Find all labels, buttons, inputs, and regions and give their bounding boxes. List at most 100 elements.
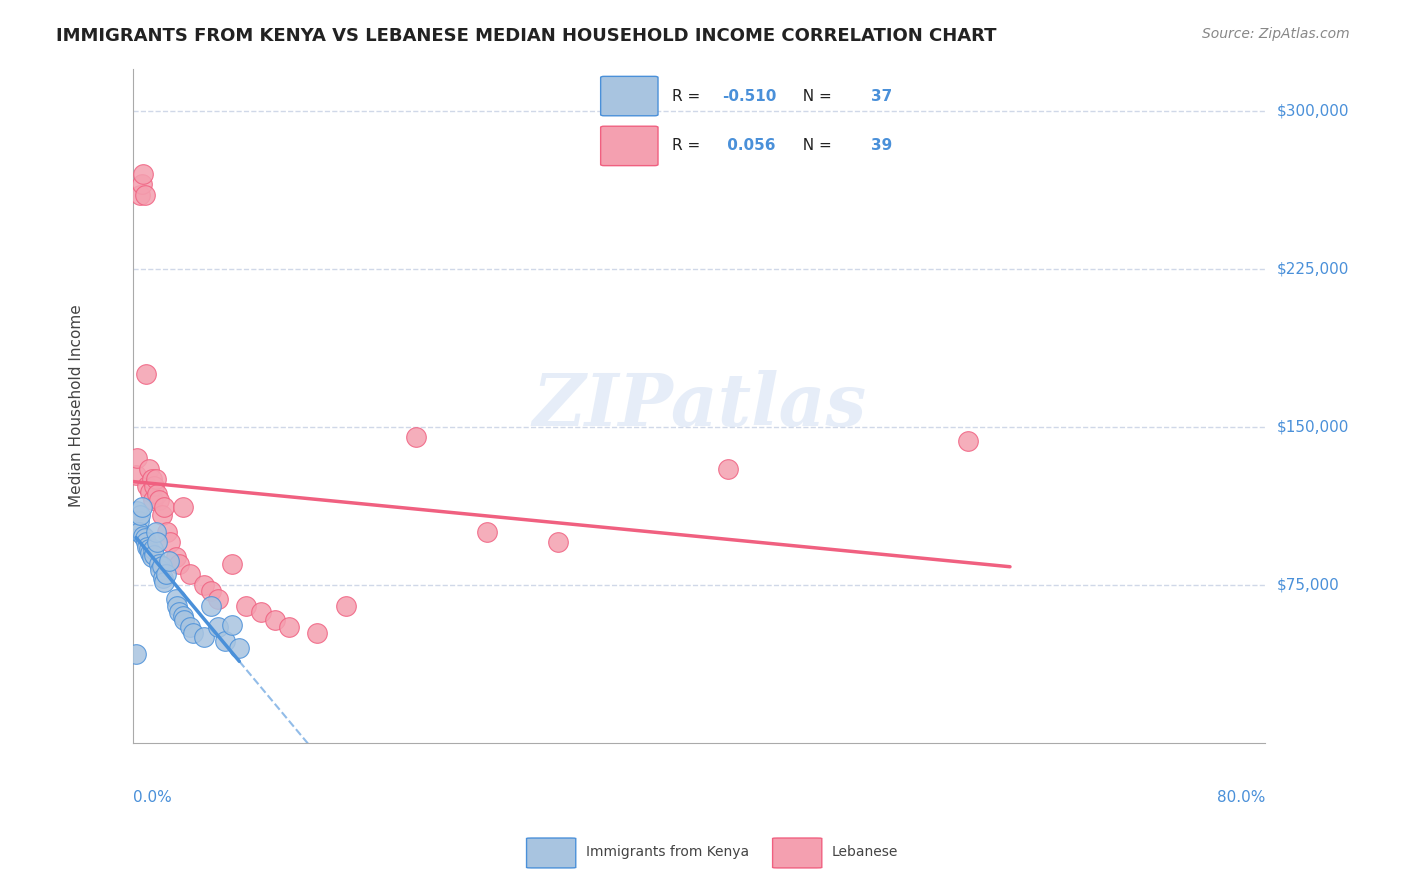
Point (167, 557, 190, 571)
Text: 0.0%: 0.0% (134, 789, 172, 805)
Point (277, 620, 299, 634)
Point (125, 468, 148, 483)
Point (134, 531, 156, 545)
Point (136, 478, 159, 492)
Point (167, 605, 190, 619)
Point (957, 434, 980, 449)
Text: $75,000: $75,000 (1277, 577, 1340, 592)
Point (153, 500, 176, 514)
Point (475, 524, 498, 539)
Point (221, 617, 243, 632)
Point (159, 535, 181, 549)
Point (135, 535, 157, 549)
Point (200, 599, 222, 613)
Point (128, 515, 150, 529)
Text: 37: 37 (870, 88, 891, 103)
Point (142, 541, 165, 556)
Text: ZIPatlas: ZIPatlas (533, 370, 866, 441)
Text: 0.056: 0.056 (723, 138, 776, 153)
Point (165, 592, 187, 607)
Text: N =: N = (793, 138, 837, 153)
Point (153, 575, 176, 590)
Point (263, 614, 285, 628)
Point (150, 558, 173, 573)
FancyBboxPatch shape (600, 77, 658, 116)
Text: $300,000: $300,000 (1277, 103, 1350, 118)
Point (235, 599, 257, 613)
Point (717, 461, 740, 475)
Text: IMMIGRANTS FROM KENYA VS LEBANESE MEDIAN HOUSEHOLD INCOME CORRELATION CHART: IMMIGRANTS FROM KENYA VS LEBANESE MEDIAN… (56, 27, 997, 45)
Point (131, 500, 153, 514)
Point (228, 640, 250, 655)
Point (193, 577, 215, 591)
Point (127, 451, 149, 466)
Point (145, 472, 167, 486)
Point (149, 563, 172, 577)
Point (307, 626, 329, 640)
Point (143, 548, 166, 562)
Point (138, 541, 160, 556)
Point (155, 567, 177, 582)
Point (146, 535, 169, 549)
Text: N =: N = (793, 88, 837, 103)
Point (132, 167, 155, 181)
Point (547, 535, 569, 549)
Point (134, 188, 156, 202)
Point (138, 461, 160, 475)
Point (128, 524, 150, 539)
Point (166, 599, 188, 613)
Point (148, 557, 170, 571)
Text: 80.0%: 80.0% (1218, 789, 1265, 805)
Point (214, 634, 236, 648)
Point (142, 493, 165, 508)
Point (141, 472, 163, 486)
Text: -0.510: -0.510 (723, 88, 776, 103)
Point (129, 188, 152, 202)
Point (152, 571, 174, 585)
Point (146, 487, 169, 501)
Point (165, 550, 187, 565)
Point (207, 592, 229, 607)
Point (145, 524, 167, 539)
Point (221, 557, 243, 571)
Point (139, 546, 162, 560)
FancyBboxPatch shape (600, 126, 658, 166)
Point (181, 626, 204, 640)
Text: Median Household Income: Median Household Income (69, 304, 84, 507)
Text: Lebanese: Lebanese (831, 845, 898, 859)
Point (335, 599, 357, 613)
Point (135, 367, 157, 381)
Point (141, 550, 163, 565)
Point (125, 647, 148, 661)
Text: Source: ZipAtlas.com: Source: ZipAtlas.com (1202, 27, 1350, 41)
Point (200, 583, 222, 598)
Text: R =: R = (672, 138, 704, 153)
Point (157, 554, 180, 568)
Point (148, 493, 170, 508)
FancyBboxPatch shape (773, 838, 821, 868)
Point (132, 529, 155, 543)
Point (136, 540, 159, 554)
Text: R =: R = (672, 88, 704, 103)
Point (179, 567, 201, 582)
Point (156, 524, 179, 539)
Point (172, 500, 194, 514)
Text: $225,000: $225,000 (1277, 261, 1350, 277)
Point (150, 508, 173, 522)
Point (193, 630, 215, 644)
Point (173, 614, 195, 628)
Point (143, 478, 166, 492)
FancyBboxPatch shape (527, 838, 576, 868)
Point (249, 605, 271, 619)
Point (139, 484, 162, 499)
Text: Immigrants from Kenya: Immigrants from Kenya (585, 845, 749, 859)
Point (179, 620, 201, 634)
Point (131, 178, 153, 192)
Point (127, 504, 149, 518)
Text: 39: 39 (870, 138, 891, 153)
Point (405, 430, 427, 444)
Point (207, 620, 229, 634)
Point (129, 508, 152, 522)
Text: $150,000: $150,000 (1277, 419, 1350, 434)
Point (172, 609, 194, 624)
